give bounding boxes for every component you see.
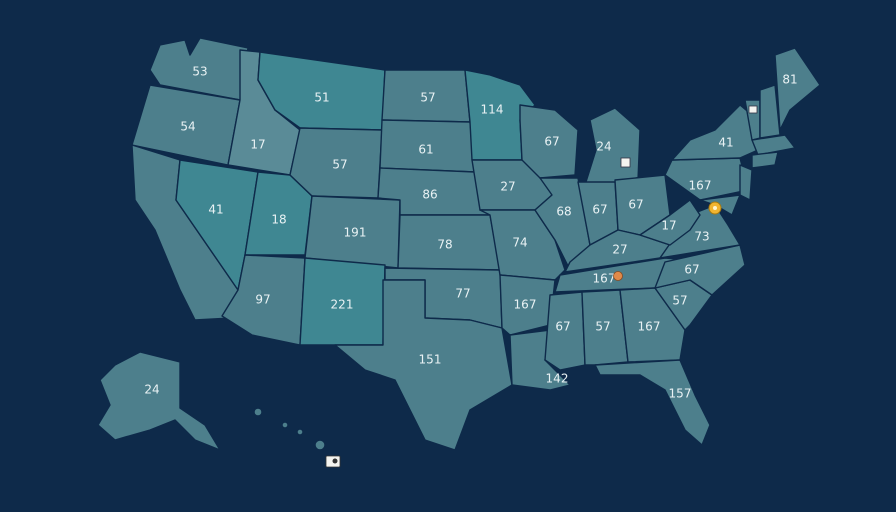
state-new-hampshire[interactable] [759,84,781,139]
label-north-carolina: 67 [684,263,699,277]
label-colorado: 191 [344,226,367,240]
state-arkansas[interactable] [499,274,556,336]
label-iowa: 27 [500,180,515,194]
label-wyoming: 57 [332,158,347,172]
label-louisiana: 142 [546,372,569,386]
label-idaho: 17 [250,138,265,152]
label-nevada: 41 [208,203,223,217]
label-montana: 51 [314,91,329,105]
label-new-mexico: 221 [331,298,354,312]
label-virginia: 73 [694,230,709,244]
label-oregon: 54 [180,120,195,134]
label-alabama: 57 [595,320,610,334]
state-wisconsin[interactable] [519,104,579,179]
yellow-pin-marker[interactable] [708,201,722,215]
label-arkansas: 167 [514,298,537,312]
label-wisconsin: 67 [544,135,559,149]
state-maine[interactable] [774,47,821,131]
label-oklahoma: 77 [455,287,470,301]
state-west-virginia[interactable] [639,199,701,246]
label-georgia: 167 [638,320,661,334]
label-tennessee: 167 [593,272,616,286]
label-missouri: 74 [512,236,527,250]
label-texas: 151 [419,353,442,367]
label-florida: 157 [669,387,692,401]
white-square-marker[interactable] [620,157,631,168]
orange-pin-marker[interactable] [613,271,623,281]
hawaii-marker[interactable] [325,455,341,468]
label-south-carolina: 57 [672,294,687,308]
state-massachusetts[interactable] [751,134,796,156]
label-michigan: 24 [596,140,611,154]
state-mississippi[interactable] [544,291,586,371]
state-georgia[interactable] [619,287,686,363]
hawaii-island-2[interactable] [281,421,289,429]
label-west-virginia: 17 [661,219,676,233]
label-arizona: 97 [255,293,270,307]
label-nebraska: 86 [422,188,437,202]
state-alaska[interactable] [97,351,221,451]
hawaii-island-4[interactable] [314,439,326,451]
label-indiana: 67 [592,203,607,217]
label-washington: 53 [192,65,207,79]
state-new-jersey[interactable] [739,164,753,201]
state-texas[interactable] [334,279,513,451]
label-minnesota: 114 [481,103,504,117]
label-new-york: 41 [718,136,733,150]
label-kansas: 78 [437,238,452,252]
hawaii-island-3[interactable] [296,428,304,436]
state-connecticut[interactable] [751,151,779,169]
state-washington[interactable] [149,37,249,101]
label-ohio: 67 [628,198,643,212]
label-utah: 18 [271,213,286,227]
state-florida[interactable] [594,359,711,446]
white-square-marker-ne[interactable] [748,105,758,114]
label-illinois: 68 [556,205,571,219]
label-kentucky: 27 [612,243,627,257]
label-alaska: 24 [144,383,159,397]
hawaii-island-1[interactable] [253,407,263,417]
label-pennsylvania: 167 [689,179,712,193]
label-south-dakota: 61 [418,143,433,157]
label-mississippi: 67 [555,320,570,334]
label-maine: 81 [782,73,797,87]
state-new-york[interactable] [671,104,759,161]
label-north-dakota: 57 [420,91,435,105]
